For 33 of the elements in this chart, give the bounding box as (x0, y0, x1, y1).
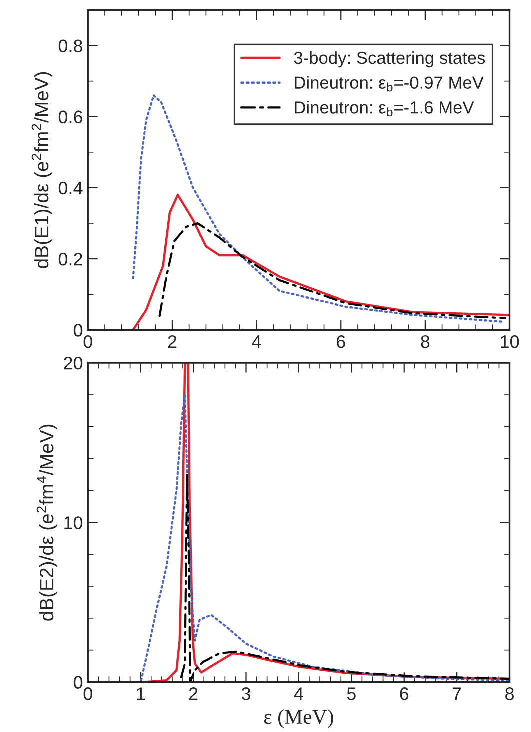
y-tick-label: 0.6 (58, 110, 82, 124)
x-tick-label: 8 (506, 688, 514, 700)
y-tick-label: 0.8 (58, 40, 82, 53)
x-tick-label: 3 (242, 688, 250, 700)
x-axis-title: ε (MeV) (264, 709, 334, 728)
line-series (180, 474, 510, 682)
line-series (158, 222, 507, 320)
y-tick-label: 10 (64, 516, 83, 530)
x-tick-label: 6 (400, 688, 409, 700)
x-tick-label: 0 (84, 688, 92, 700)
x-tick-label: 0 (84, 335, 92, 348)
legend-label: Dineutron: ε$_{b}$=-0.97 MeV (295, 76, 484, 92)
legend-label: Dineutron: ε$_{b}$=-1.6 MeV (295, 101, 474, 117)
legend-label: 3-body: Scattering states (294, 51, 486, 68)
y-tick-label: 0 (74, 324, 83, 337)
y-tick-label: 0.2 (58, 252, 82, 266)
x-tick-label: 5 (347, 688, 356, 700)
y-tick-label: 0.4 (58, 182, 83, 195)
x-tick-label: 8 (421, 335, 430, 348)
y-axis-title: dB(E2)/dε (e$^{2}$fm$^{4}$/MeV) (36, 424, 58, 621)
x-tick-label: 1 (137, 688, 145, 700)
line-series (132, 194, 510, 330)
x-tick-label: 7 (452, 688, 462, 700)
x-tick-label: 4 (252, 336, 262, 348)
y-axis-title: dB(E1)/dε (e$^{2}$fm$^{2}$/MeV) (32, 72, 53, 268)
x-tick-label: 6 (337, 335, 346, 348)
x-tick-label: 2 (168, 335, 177, 348)
line-series (132, 94, 504, 323)
x-tick-label: 4 (294, 688, 304, 700)
y-tick-label: 20 (64, 357, 83, 370)
y-tick-label: 0 (74, 676, 83, 689)
x-tick-label: 10 (501, 335, 520, 348)
x-tick-label: 2 (189, 688, 198, 700)
